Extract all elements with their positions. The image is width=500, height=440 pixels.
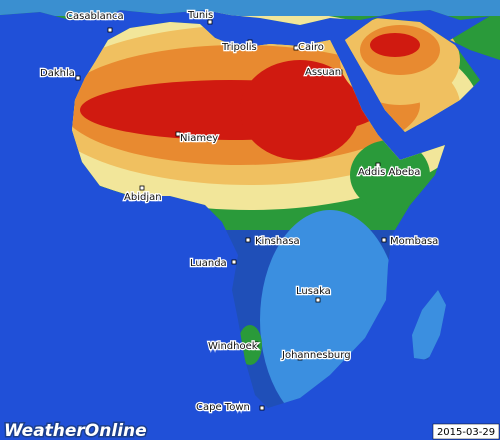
city-label: Tripolis (221, 42, 257, 53)
city-label: Tunis (187, 10, 213, 21)
city-marker (315, 297, 321, 303)
city-label: Addis Abeba (358, 167, 420, 178)
logo: WeatherOnline (4, 421, 147, 440)
city-marker (107, 27, 113, 33)
city-marker (175, 131, 181, 137)
city-label: Dakhla (40, 68, 75, 79)
city-marker (139, 185, 145, 191)
city-label: Abidjan (124, 192, 162, 203)
city-marker (247, 39, 253, 45)
city-marker (207, 19, 213, 25)
city-label: Luanda (190, 258, 227, 269)
city-label: Cape Town (196, 402, 250, 413)
city-marker (293, 45, 299, 51)
city-marker (381, 237, 387, 243)
city-marker (231, 259, 237, 265)
city-label: Niamey (180, 133, 218, 144)
city-marker (375, 162, 381, 168)
city-label: Windhoek (208, 341, 258, 352)
cities: Casablanca Tunis Tripolis Cairo Assuan Dakhla… (39, 9, 440, 415)
city-marker (245, 237, 251, 243)
city-marker (75, 75, 81, 81)
city-label: Kinshasa (255, 236, 300, 247)
city-label: Assuan (305, 67, 341, 78)
city-label: Mombasa (390, 236, 438, 247)
city-label: Lusaka (296, 286, 331, 297)
city-marker (253, 341, 259, 347)
date: 2015-03-29 (437, 427, 495, 438)
city-label: Cairo (298, 42, 324, 53)
city-label: Johannesburg (281, 350, 351, 361)
city-marker (297, 355, 303, 361)
date-box (432, 423, 500, 440)
city-label: Casablanca (66, 11, 124, 22)
city-marker (337, 69, 343, 75)
city-marker (259, 405, 265, 411)
